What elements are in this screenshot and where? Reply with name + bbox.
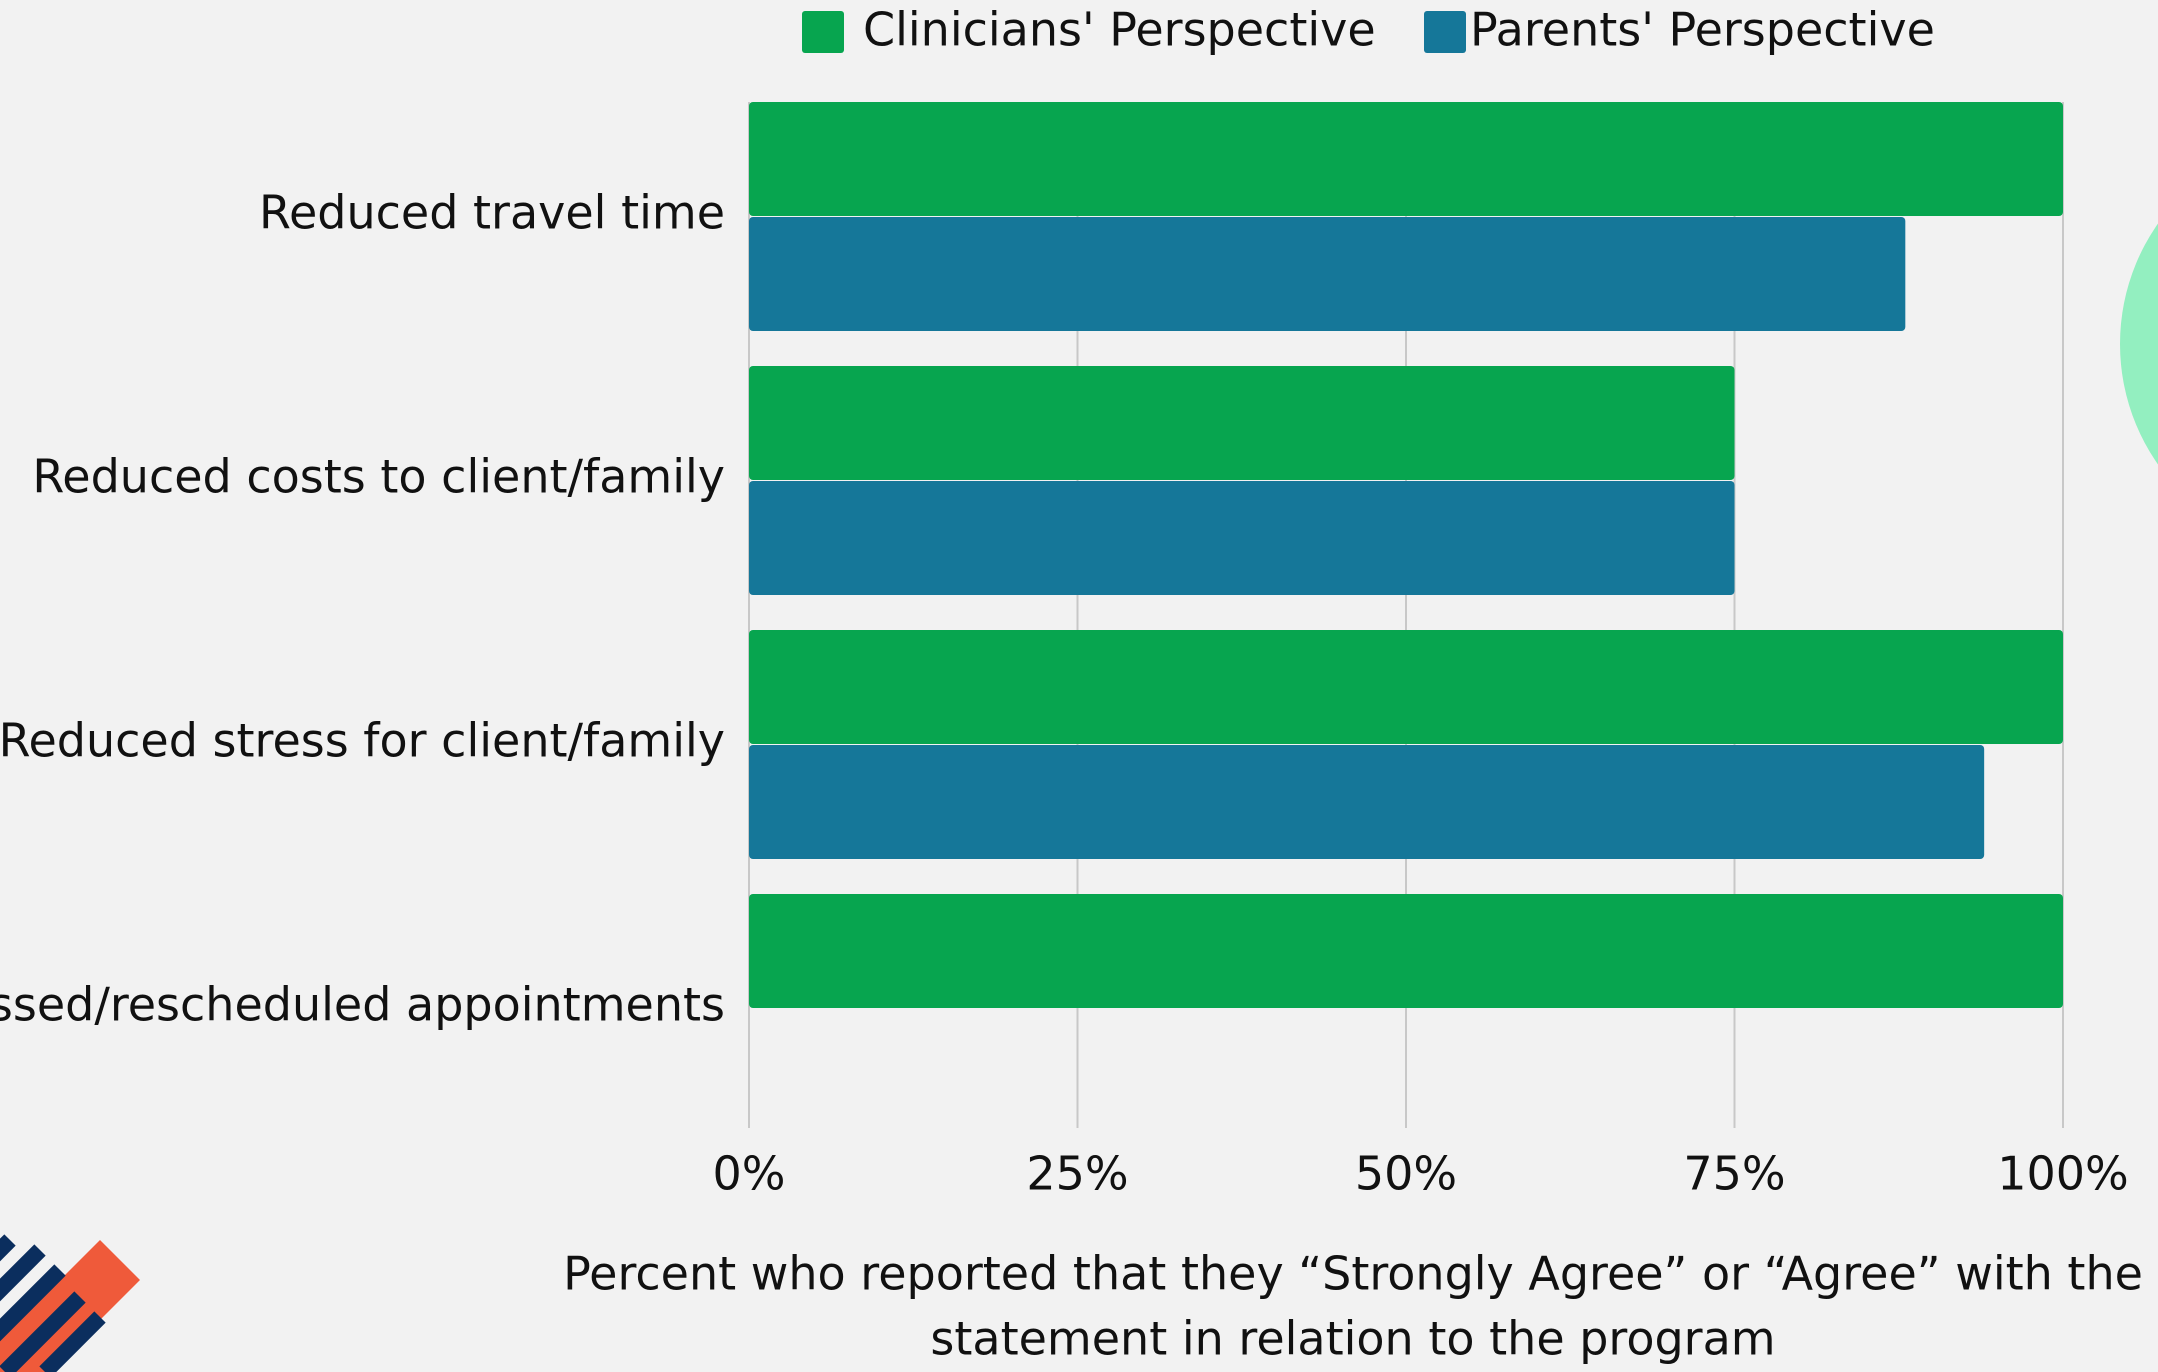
x-axis-title: statement in relation to the program (930, 1312, 1775, 1366)
y-tick-label: ssed/rescheduled appointments (0, 978, 725, 1032)
bar (749, 481, 1735, 595)
y-tick-label: Reduced travel time (259, 186, 725, 240)
bar (749, 217, 1906, 331)
decor-stripes (0, 1234, 140, 1372)
y-tick-label: Reduced costs to client/family (32, 450, 725, 504)
bar (749, 366, 1735, 480)
x-tick-label: 75% (1683, 1147, 1785, 1201)
legend-label: Clinicians' Perspective (863, 3, 1376, 57)
x-axis-title: Percent who reported that they “Strongly… (563, 1247, 2143, 1301)
bar (749, 745, 1985, 859)
x-tick-label: 50% (1355, 1147, 1457, 1201)
x-tick-label: 100% (1997, 1147, 2129, 1201)
bar (749, 894, 2063, 1008)
decor-circle (2120, 223, 2158, 465)
legend-swatch (1424, 11, 1466, 53)
x-tick-label: 25% (1026, 1147, 1128, 1201)
legend-swatch (802, 11, 844, 53)
x-tick-label: 0% (713, 1147, 786, 1201)
y-tick-label: Reduced stress for client/family (0, 714, 725, 768)
bar (749, 102, 2063, 216)
legend-label: Parents' Perspective (1470, 3, 1935, 57)
bar (749, 630, 2063, 744)
